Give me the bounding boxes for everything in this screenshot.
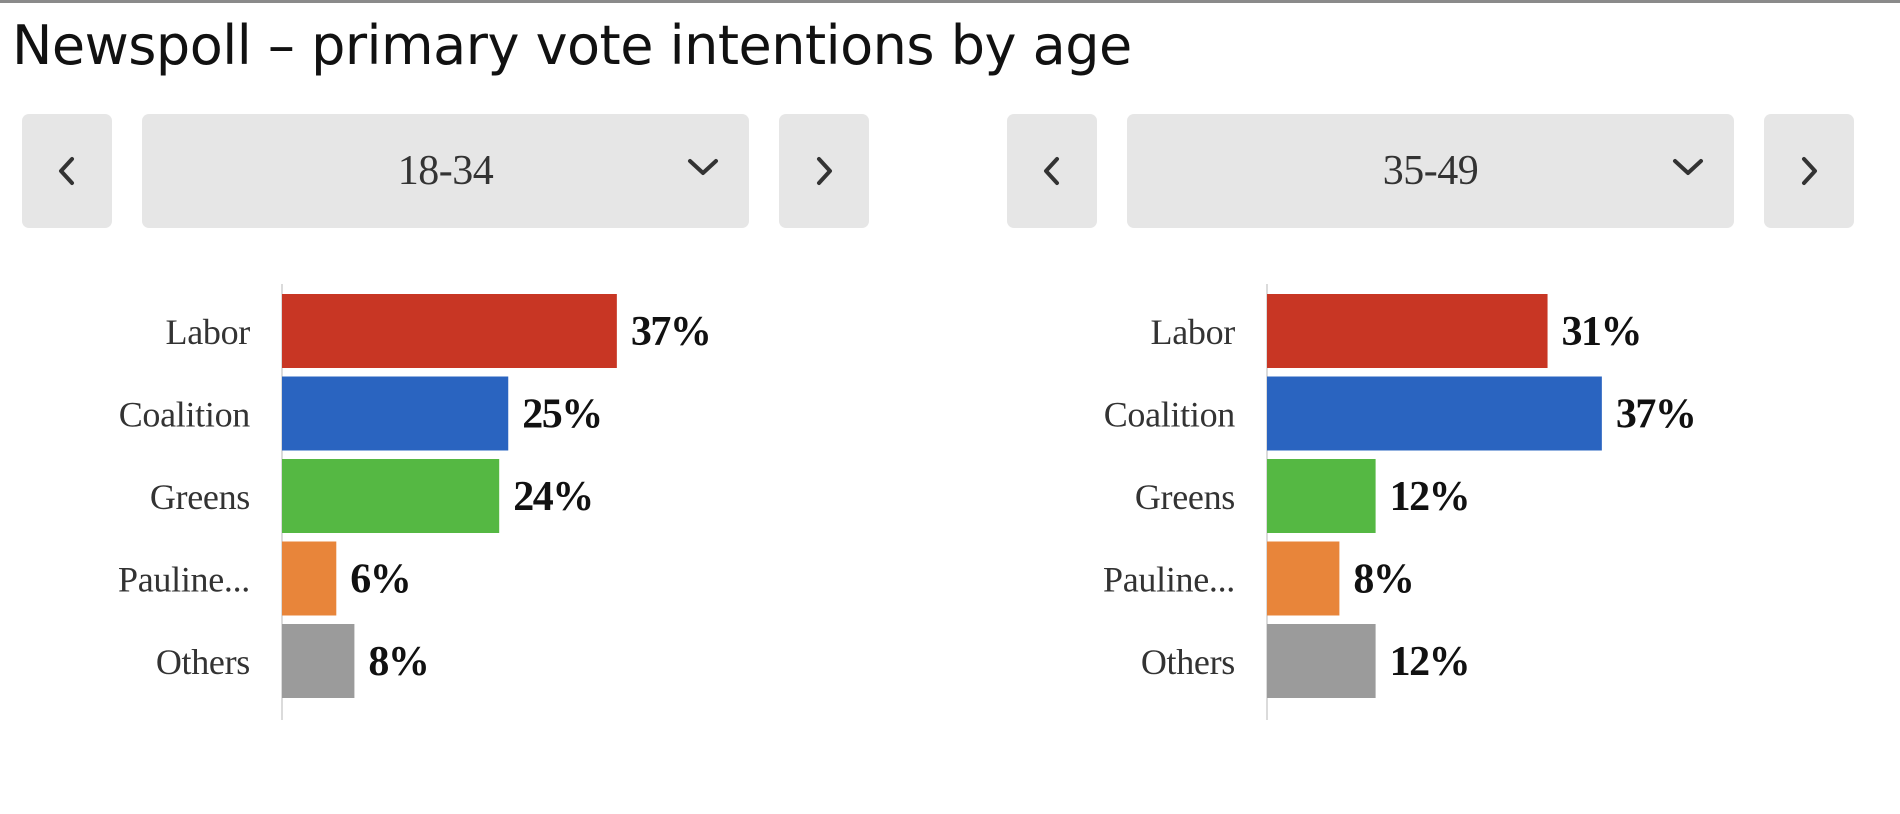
value-label-greens: 24%: [513, 474, 593, 520]
bar-labor[interactable]: [282, 294, 617, 368]
bar-greens[interactable]: [1267, 459, 1376, 533]
value-label-greens: 12%: [1390, 474, 1470, 520]
bar-pauline[interactable]: [1267, 541, 1340, 616]
age-panel-18-34: 18-34 Labor 37% Coalition 25% Greens 24% Pauli…: [0, 0, 900, 814]
bar-greens[interactable]: [282, 459, 500, 533]
selected-age-group: 35-49: [1382, 148, 1479, 194]
previous-age-button[interactable]: [1007, 114, 1097, 228]
age-group-dropdown[interactable]: 35-49: [1127, 114, 1734, 228]
category-label-labor: Labor: [166, 312, 251, 352]
category-label-coalition: Coalition: [119, 395, 251, 435]
page-title: Newspoll – primary vote intentions by ag…: [12, 14, 1132, 77]
bar-pauline[interactable]: [282, 541, 337, 616]
chevron-left-icon: [59, 157, 74, 185]
value-label-labor: 31%: [1562, 309, 1642, 355]
value-label-pauline: 8%: [1353, 557, 1413, 603]
bar-coalition[interactable]: [1267, 376, 1602, 451]
chevron-down-icon: [1673, 159, 1703, 175]
value-label-coalition: 37%: [1616, 392, 1696, 438]
bar-coalition[interactable]: [282, 376, 509, 451]
next-age-button[interactable]: [1764, 114, 1854, 228]
value-label-coalition: 25%: [522, 392, 602, 438]
age-panel-35-49: 35-49 Labor 31% Coalition 37% Greens 12% Pauli…: [985, 0, 1885, 814]
category-label-labor: Labor: [1151, 312, 1236, 352]
chevron-right-icon: [817, 157, 832, 185]
previous-age-button[interactable]: [22, 114, 112, 228]
bar-chart-18-34: Labor 37% Coalition 25% Greens 24% Pauline... 6…: [118, 284, 712, 720]
top-border: [0, 0, 1900, 3]
value-label-others: 12%: [1390, 639, 1470, 685]
age-group-dropdown[interactable]: 18-34: [142, 114, 749, 228]
category-label-others: Others: [1141, 642, 1235, 682]
category-label-greens: Greens: [150, 477, 250, 517]
category-label-greens: Greens: [1135, 477, 1235, 517]
bar-others[interactable]: [282, 624, 355, 698]
chevron-down-icon: [688, 159, 718, 175]
value-label-labor: 37%: [631, 309, 711, 355]
bar-chart-35-49: Labor 31% Coalition 37% Greens 12% Pauline... 8…: [1103, 284, 1697, 720]
selected-age-group: 18-34: [397, 148, 494, 194]
bar-labor[interactable]: [1267, 294, 1548, 368]
category-label-pauline: Pauline...: [1103, 560, 1235, 600]
chevron-left-icon: [1044, 157, 1059, 185]
category-label-others: Others: [156, 642, 250, 682]
value-label-pauline: 6%: [350, 557, 410, 603]
category-label-pauline: Pauline...: [118, 560, 250, 600]
bar-others[interactable]: [1267, 624, 1376, 698]
category-label-coalition: Coalition: [1104, 395, 1236, 435]
value-label-others: 8%: [368, 639, 428, 685]
chevron-right-icon: [1802, 157, 1817, 185]
next-age-button[interactable]: [779, 114, 869, 228]
